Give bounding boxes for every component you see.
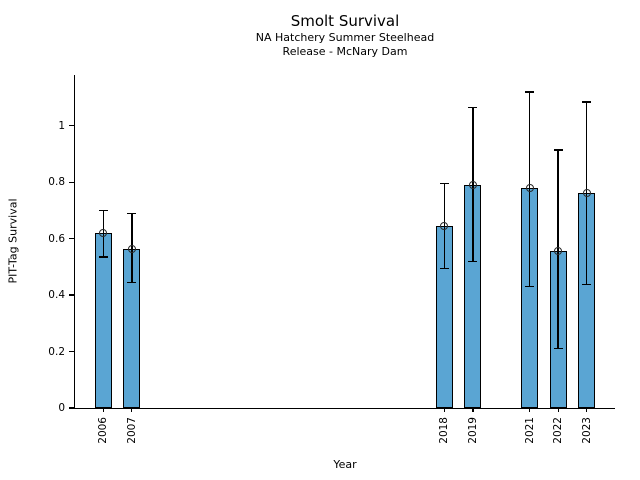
error-cap-bottom bbox=[553, 347, 563, 350]
mean-marker-icon bbox=[99, 229, 108, 238]
error-cap-bottom bbox=[98, 256, 108, 258]
y-tick-label: 0.8 bbox=[48, 176, 65, 189]
y-tick-label: 0 bbox=[58, 402, 65, 414]
x-tick-label: 2019 bbox=[466, 417, 479, 444]
error-cap-top bbox=[468, 106, 478, 109]
error-cap-bottom bbox=[525, 285, 535, 288]
mean-marker-icon bbox=[525, 183, 534, 192]
error-cap-bottom bbox=[582, 283, 592, 286]
x-tick bbox=[585, 408, 588, 412]
y-tick-label: 0.4 bbox=[48, 289, 65, 302]
x-tick-label: 2006 bbox=[97, 417, 110, 444]
error-cap-top bbox=[439, 182, 449, 185]
mean-marker-icon bbox=[127, 244, 136, 253]
y-tick bbox=[69, 238, 74, 240]
y-axis-spine bbox=[73, 75, 75, 410]
bar bbox=[94, 233, 112, 408]
x-tick bbox=[443, 408, 446, 412]
x-axis-label: Year bbox=[333, 458, 357, 471]
x-tick-label: 2007 bbox=[125, 417, 138, 444]
chart-subtitle-line1: NA Hatchery Summer Steelhead bbox=[255, 31, 435, 44]
y-tick-label: 0.2 bbox=[48, 345, 65, 358]
chart-header: Smolt Survival NA Hatchery Summer Steelh… bbox=[75, 11, 615, 58]
x-tick bbox=[131, 408, 133, 412]
mean-marker-icon bbox=[554, 246, 563, 255]
x-tick bbox=[102, 408, 105, 412]
y-tick bbox=[69, 350, 74, 353]
x-tick bbox=[472, 408, 474, 412]
y-tick bbox=[69, 294, 74, 296]
x-tick bbox=[557, 408, 559, 412]
error-cap-bottom bbox=[468, 260, 478, 262]
y-tick-label: 0.6 bbox=[48, 232, 65, 245]
x-axis-spine bbox=[73, 408, 615, 410]
mean-marker-icon bbox=[582, 188, 591, 197]
x-tick-label: 2023 bbox=[580, 417, 593, 444]
x-tick-label: 2022 bbox=[552, 417, 565, 444]
error-cap-top bbox=[582, 101, 592, 103]
chart-subtitle-line2: Release - McNary Dam bbox=[282, 44, 408, 58]
mean-marker-icon bbox=[440, 221, 449, 230]
mean-marker-icon bbox=[468, 181, 477, 190]
y-tick bbox=[69, 125, 74, 127]
x-tick-label: 2021 bbox=[523, 417, 536, 444]
error-cap-top bbox=[98, 209, 108, 212]
x-tick-label: 2018 bbox=[438, 417, 451, 444]
error-cap-top bbox=[553, 149, 563, 151]
x-tick bbox=[529, 408, 531, 412]
error-cap-top bbox=[525, 91, 535, 93]
error-cap-bottom bbox=[127, 281, 137, 284]
error-cap-top bbox=[127, 212, 137, 215]
error-cap-bottom bbox=[439, 267, 449, 270]
y-tick-label: 1 bbox=[58, 119, 65, 132]
y-tick bbox=[69, 181, 74, 183]
y-tick bbox=[69, 407, 74, 409]
chart-title: Smolt Survival bbox=[290, 12, 400, 30]
